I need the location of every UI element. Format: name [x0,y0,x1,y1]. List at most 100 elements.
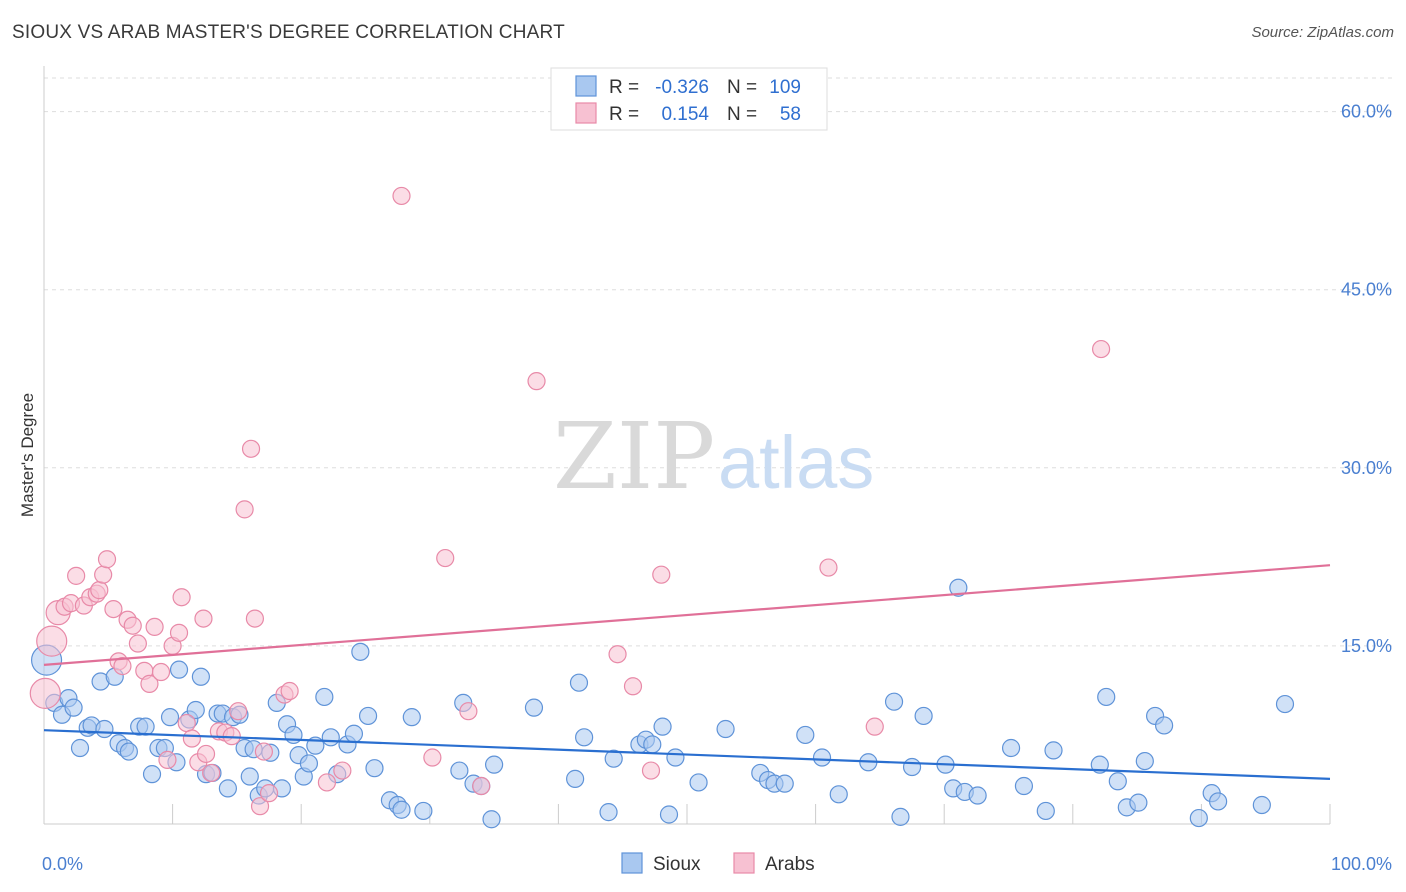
arabs-point-36 [235,500,254,519]
sioux-point-59 [450,761,469,780]
x-tick-labels: 0.0% 100.0% [42,854,1392,874]
bottom-legend-label-sioux: Sioux [653,854,701,875]
legend-r-label-sioux: R = [609,77,639,98]
sioux-point-107 [1189,808,1208,828]
arabs-point-11 [97,550,117,569]
sioux-point-87 [884,692,904,711]
sioux-point-65 [524,698,544,717]
sioux-point-24 [191,667,210,686]
sioux-point-50 [344,724,364,743]
sioux-point-90 [914,706,933,726]
y-tick-label-0: 15.0% [1341,636,1392,656]
sioux-point-100 [1090,755,1109,774]
sioux-point-76 [666,748,685,767]
sioux-point-99 [1044,741,1063,760]
arabs-point-9 [90,581,109,600]
sioux-point-69 [599,803,618,822]
arabs-point-57 [865,717,884,736]
arabs-point-56 [819,558,838,577]
sioux-point-58 [414,801,433,821]
sioux-point-82 [775,774,794,793]
arabs-point-30 [196,744,216,764]
sioux-point-23 [186,700,205,720]
sioux-point-97 [1014,776,1034,796]
arabs-point-29 [194,609,213,628]
watermark-atlas: atlas [718,421,874,504]
sioux-point-44 [299,754,319,773]
arabs-point-55 [652,565,671,584]
arabs-point-0 [29,677,61,709]
sioux-point-96 [1001,738,1021,758]
arabs-point-21 [151,662,171,682]
sioux-point-88 [891,807,910,826]
sioux-point-109 [1209,792,1228,811]
sioux-point-29 [218,779,237,798]
arabs-point-12 [104,599,123,619]
arabs-point-5 [67,566,86,585]
legend-swatch-sioux [575,75,597,97]
sioux-point-98 [1036,801,1055,821]
x-tick-label-1: 100.0% [1331,854,1392,874]
arabs-point-10 [94,565,113,584]
arabs-trend-line [43,564,1331,666]
sioux-point-85 [829,785,848,804]
sioux-point-64 [482,810,501,829]
sioux-point-104 [1135,751,1154,771]
arabs-point-40 [254,742,274,761]
sioux-point-47 [321,728,340,747]
sioux-point-102 [1108,772,1127,791]
sioux-point-57 [402,708,421,727]
sioux-point-73 [643,735,662,754]
arabs-point-24 [169,623,189,642]
legend-swatch-arabs [575,102,597,124]
arabs-point-39 [250,797,270,816]
arabs-point-54 [641,761,661,780]
sioux-point-68 [575,728,594,747]
sioux-point-70 [604,749,623,768]
sioux-point-46 [315,687,334,707]
arabs-point-44 [317,773,337,792]
arabs-point-27 [182,729,201,748]
arabs-point-14 [113,656,132,676]
arabs-points [29,186,1111,816]
sioux-point-89 [902,757,922,777]
legend-n-value-sioux: 109 [769,77,801,98]
sioux-point-13 [119,742,138,761]
sioux-trend-line [43,729,1331,780]
bottom-legend-swatch-arabs [733,852,755,874]
sioux-point-78 [716,719,735,739]
arabs-point-52 [608,645,627,664]
source-label: Source: ZipAtlas.com [1251,24,1394,41]
arabs-point-48 [436,548,455,568]
sioux-point-16 [142,765,162,784]
arabs-point-38 [245,609,265,628]
arabs-point-17 [128,634,147,653]
sioux-point-21 [169,660,189,679]
legend-n-value-arabs: 58 [780,104,801,125]
y-tick-label-2: 45.0% [1341,280,1392,300]
bottom-legend-label-arabs: Arabs [765,854,815,875]
sioux-point-77 [689,773,708,792]
sioux-point-67 [566,769,585,788]
sioux-point-51 [351,642,370,661]
chart-title: SIOUX VS ARAB MASTER'S DEGREE CORRELATIO… [12,22,565,43]
grid-lines [44,77,1392,647]
sioux-point-83 [796,725,815,745]
watermark-zip: ZIP [553,403,715,510]
sioux-point-106 [1155,716,1174,735]
arabs-point-58 [1091,339,1111,359]
y-tick-labels: 15.0% 30.0% 45.0% 60.0% [1341,102,1392,656]
sioux-point-15 [136,717,155,736]
sioux-point-4 [64,698,83,717]
watermark: ZIP atlas [553,403,874,510]
y-axis-label: Master's Degree [18,393,37,517]
sioux-point-101 [1097,687,1116,707]
sioux-point-112 [1129,793,1148,812]
sioux-point-5 [70,738,90,758]
sioux-point-93 [949,578,968,597]
arabs-point-41 [259,784,279,803]
arabs-point-51 [527,372,546,391]
legend-n-label-sioux: N = [727,77,757,98]
legend-r-value-arabs: 0.154 [661,104,709,125]
